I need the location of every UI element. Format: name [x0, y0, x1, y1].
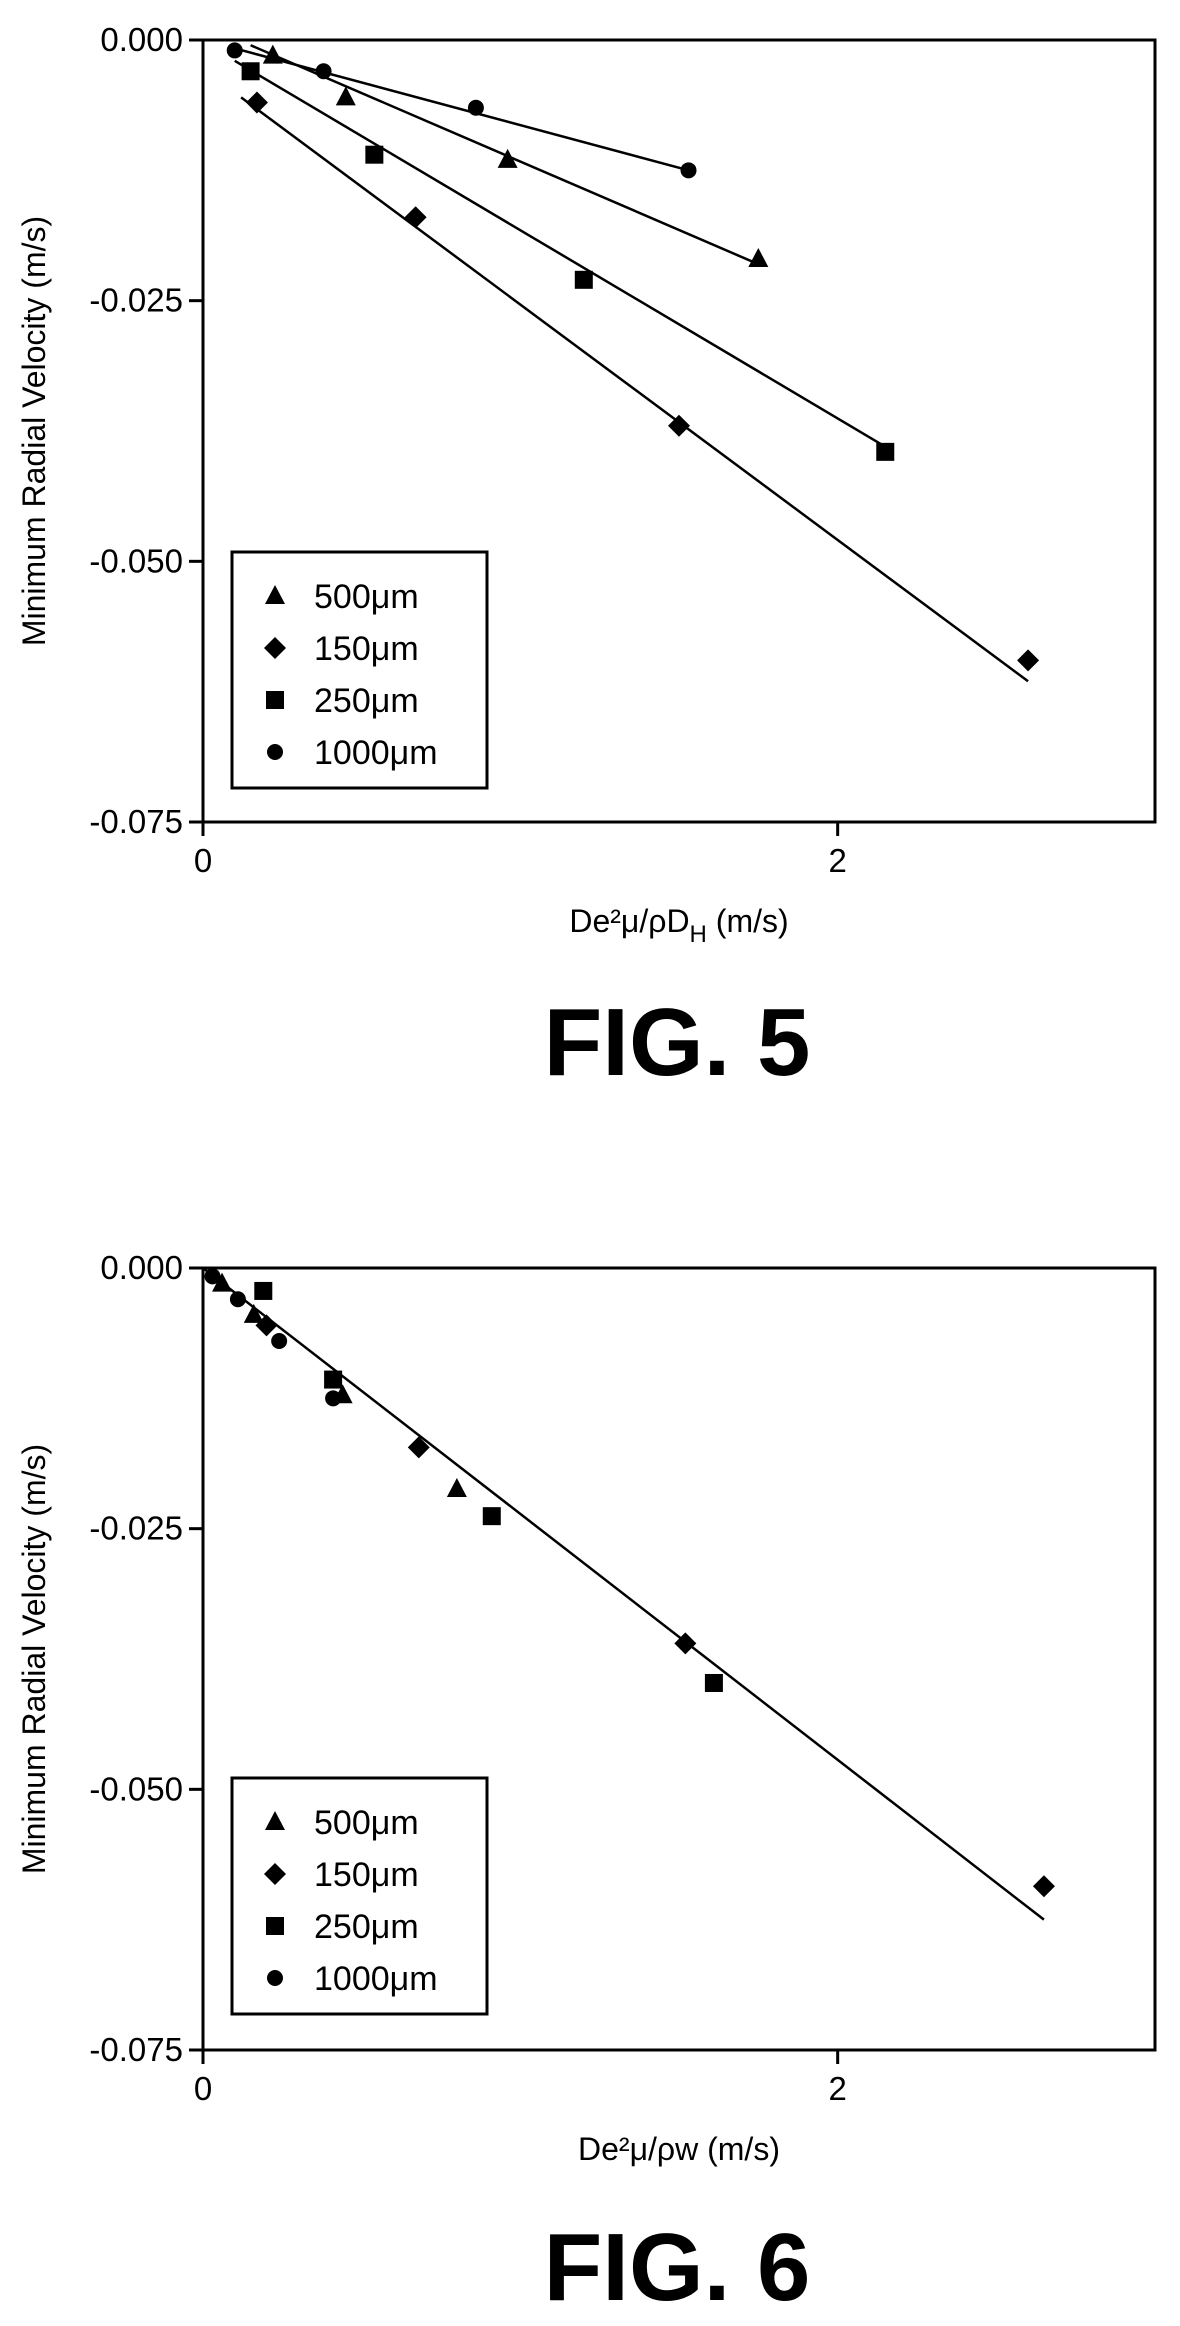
data-point-circle: [229, 1291, 246, 1308]
diamond-marker-icon: [264, 1863, 286, 1885]
overall-fit-line: [202, 1267, 1045, 1921]
fit-line-square: [234, 59, 886, 448]
plot-frame: [201, 1266, 1157, 2052]
data-point-square: [324, 1370, 343, 1389]
figure-caption: FIG. 6: [544, 2214, 811, 2321]
fit-line-diamond: [240, 96, 1029, 683]
x-tick-label: 2: [828, 842, 846, 879]
data-point-square: [876, 442, 895, 461]
x-tick-label: 0: [194, 2070, 212, 2107]
triangle-marker-icon: [265, 585, 285, 604]
y-tick-label: -0.050: [89, 542, 183, 579]
y-tick-label: -0.075: [89, 2031, 183, 2068]
x-axis-title: De²μ/ρDH (m/s): [569, 903, 788, 948]
data-point-circle: [467, 99, 484, 116]
figure-caption: FIG. 5: [544, 989, 811, 1096]
legend-label: 150μm: [314, 630, 419, 668]
data-point-diamond: [674, 1632, 697, 1655]
data-point-diamond: [1032, 1875, 1055, 1898]
y-tick-label: 0.000: [100, 21, 183, 58]
data-point-diamond: [1017, 649, 1040, 672]
data-point-diamond: [245, 91, 268, 114]
data-point-circle: [315, 63, 332, 80]
legend-label: 250μm: [314, 1908, 419, 1946]
y-tick-label: 0.000: [100, 1249, 183, 1286]
data-point-diamond: [404, 206, 427, 229]
legend: 500μm 150μm 250μm 1000μm: [230, 550, 489, 790]
square-marker-icon: [266, 1917, 284, 1935]
data-point-square: [574, 270, 593, 289]
legend-label: 1000μm: [314, 734, 438, 772]
data-point-diamond: [668, 414, 690, 437]
y-tick-label: -0.025: [89, 282, 183, 319]
legend-label: 250μm: [314, 682, 419, 720]
fit-line-triangle: [250, 44, 759, 266]
data-point-square: [704, 1673, 723, 1692]
y-axis-title: Minimum Radial Velocity (m/s): [16, 216, 52, 646]
data-point-square: [241, 62, 260, 81]
legend: 500μm 150μm 250μm 1000μm: [230, 1776, 489, 2016]
data-point-diamond: [407, 1436, 430, 1459]
data-point-circle: [226, 42, 243, 59]
legend-label: 1000μm: [314, 1960, 438, 1998]
data-point-triangle: [212, 1272, 233, 1292]
y-tick-label: -0.025: [89, 1510, 183, 1547]
diamond-marker-icon: [264, 637, 286, 659]
x-axis-title: De²μ/ρw (m/s): [578, 2131, 780, 2167]
chart-2: 0.000 -0.025 -0.050 -0.075 0 2 Minimum Radial …: [16, 1249, 1157, 2321]
circle-marker-icon: [267, 744, 283, 760]
data-point-circle: [325, 1390, 342, 1407]
fit-line-circle: [234, 47, 689, 172]
y-tick-label: -0.050: [89, 1770, 183, 1807]
data-point-circle: [680, 162, 697, 179]
data-point-circle: [271, 1332, 288, 1349]
data-point-square: [482, 1507, 501, 1526]
data-point-triangle: [748, 247, 769, 267]
legend-label: 500μm: [314, 578, 419, 616]
triangle-marker-icon: [265, 1811, 285, 1830]
x-tick-label: 0: [194, 842, 212, 879]
circle-marker-icon: [267, 1970, 283, 1986]
data-point-triangle: [446, 1478, 467, 1498]
data-point-diamond: [255, 1314, 278, 1337]
data-point-triangle: [243, 1303, 264, 1323]
data-point-triangle: [497, 148, 518, 168]
plot-frame: [201, 38, 1157, 824]
chart-1: 0.000 -0.025 -0.050 -0.075 0 2 Minimum Radial …: [16, 21, 1157, 1096]
y-axis-title: Minimum Radial Velocity (m/s): [16, 1444, 52, 1874]
legend-label: 500μm: [314, 1804, 419, 1842]
data-point-circle: [204, 1268, 221, 1285]
y-tick-label: -0.075: [89, 803, 183, 840]
square-marker-icon: [266, 691, 284, 709]
x-tick-label: 2: [828, 2070, 846, 2107]
data-point-square: [365, 145, 384, 164]
data-point-square: [254, 1281, 273, 1300]
data-point-triangle: [335, 86, 356, 106]
data-point-triangle: [262, 44, 283, 64]
legend-label: 150μm: [314, 1856, 419, 1894]
